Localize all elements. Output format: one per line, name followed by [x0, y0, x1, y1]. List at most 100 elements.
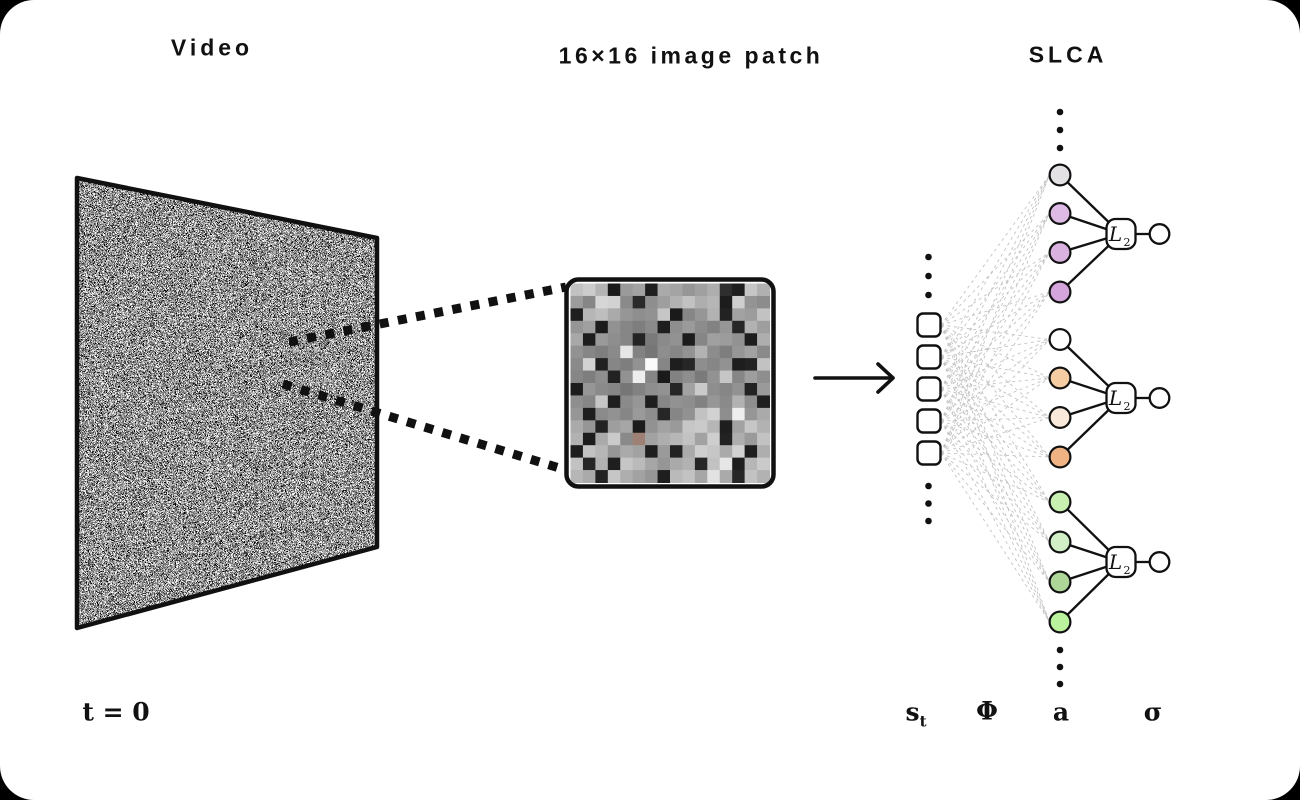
patch-cell [732, 370, 746, 384]
patch-cell [757, 470, 770, 483]
patch-cell [682, 295, 696, 309]
patch-cell [719, 383, 733, 396]
patch-cell [719, 308, 733, 322]
patch-cell [620, 333, 634, 347]
ellipsis-dot [925, 272, 932, 280]
patch-cell [645, 395, 659, 409]
patch-cell [732, 320, 746, 334]
patch-cell [657, 445, 671, 459]
patch-cell [645, 370, 659, 384]
patch-cell [632, 445, 646, 459]
patch-cell [632, 432, 646, 446]
patch-cell [719, 470, 733, 483]
patch-cell [657, 295, 671, 309]
patch-cell [632, 283, 646, 297]
mesh-line [940, 174, 1050, 326]
patch-cell [620, 358, 634, 372]
mesh-line [940, 339, 1050, 390]
mesh-line [940, 324, 1050, 543]
patch-cell [645, 470, 659, 483]
activations-label: a [1052, 697, 1070, 727]
patch-cell [744, 308, 758, 322]
patch-cell [645, 295, 659, 309]
patch-cell [620, 445, 634, 459]
patch-cell [694, 395, 708, 409]
patch-cell [719, 420, 733, 434]
mesh-line [940, 356, 1050, 418]
patch-cell [682, 358, 696, 372]
patch-cell [595, 457, 609, 471]
patch-cell [607, 395, 621, 409]
patch-cell [620, 295, 634, 309]
patch-cell [607, 358, 621, 372]
network-title: SLCA [1028, 41, 1108, 68]
patch-cell [632, 370, 646, 384]
patch-cell [719, 358, 733, 372]
patch-cell [657, 320, 671, 334]
patch-cell [732, 445, 746, 459]
patch-title: 16×16 image patch [558, 42, 824, 69]
mesh-line [940, 324, 1050, 503]
patch-cell [657, 432, 671, 446]
patch-cell [582, 420, 596, 434]
patch-cell [570, 283, 584, 297]
patch-cell [645, 420, 659, 434]
image-patch-border [564, 277, 776, 489]
patch-cell [570, 457, 584, 471]
mesh-line [940, 388, 1050, 623]
patch-cell [707, 383, 721, 396]
mesh-line [940, 324, 1050, 418]
patch-cell [707, 283, 721, 297]
activation-node [1048, 445, 1072, 469]
patch-cell [582, 407, 596, 421]
mesh-line [940, 213, 1050, 358]
patch-cell [694, 432, 708, 446]
patch-cell [732, 395, 746, 409]
activation-node [1048, 202, 1072, 226]
patch-cell [620, 407, 634, 421]
ellipsis-dot [925, 500, 932, 507]
patch-cell [670, 358, 683, 372]
patch-cell [595, 370, 609, 384]
patch-cell [682, 383, 696, 396]
l2-box [1105, 217, 1137, 251]
patch-cell [694, 470, 708, 483]
patch-cell [694, 420, 708, 434]
patch-cell [620, 457, 634, 471]
patch-cell [632, 358, 646, 372]
output-node [1148, 387, 1171, 409]
mesh-line [940, 174, 1050, 358]
patch-cell [694, 308, 708, 322]
patch-cell [682, 345, 696, 359]
patch-cell [570, 445, 584, 459]
mesh-line [940, 388, 1050, 458]
ellipsis-dot [1056, 663, 1064, 671]
patch-cell [670, 383, 683, 396]
patch-cell [595, 470, 609, 483]
mesh-line [940, 356, 1050, 623]
patch-cell [670, 308, 683, 322]
patch-cell [694, 320, 708, 334]
patch-cell [732, 308, 746, 322]
patch-cell [694, 333, 708, 347]
patch-cell [757, 283, 770, 297]
patch-cell [694, 407, 708, 421]
patch-cell [632, 308, 646, 322]
patch-cell [657, 407, 671, 421]
input-square [916, 312, 942, 338]
l2-box [1105, 381, 1137, 415]
mesh-line [940, 388, 1050, 418]
patch-cell [657, 457, 671, 471]
patch-cell [757, 457, 770, 471]
activation-node [1048, 610, 1072, 634]
zoom-indicator-lines [281, 282, 568, 475]
mesh-line [940, 291, 1050, 326]
activation-node [1048, 280, 1072, 304]
mesh-line [940, 452, 1050, 503]
patch-cell [595, 445, 609, 459]
patch-cell [707, 295, 721, 309]
patch-cell [757, 345, 770, 359]
slca-network: L 2L 2L 2 [916, 108, 1171, 688]
mesh-line [940, 324, 1050, 379]
